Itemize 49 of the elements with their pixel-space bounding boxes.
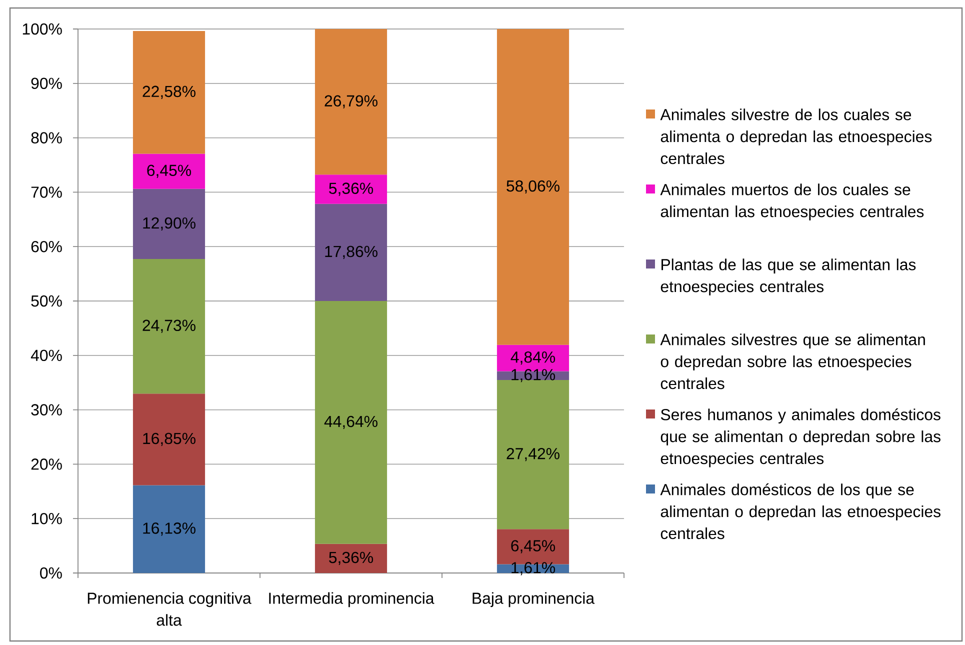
- bar: [314, 544, 388, 573]
- y-tick-label: 60%: [31, 240, 62, 252]
- data-label: 24,73%: [142, 320, 196, 333]
- data-label: 26,79%: [324, 95, 378, 108]
- bar: [314, 204, 388, 301]
- data-label: 5,36%: [329, 182, 374, 196]
- data-label: 1,61%: [512, 369, 556, 382]
- data-label: 44,64%: [324, 416, 378, 429]
- x-tick-label: Baja prominencia: [472, 592, 595, 608]
- bar: [314, 174, 388, 204]
- legend-label: Animales muertos de los cuales se alimentan las etnoespecies centrales: [660, 184, 924, 220]
- legend-label: Animales silvestre de los cuales se alimenta o depredan las etnoespecies centrales: [660, 108, 932, 164]
- y-tick-label: 40%: [30, 350, 62, 362]
- data-label: 27,42%: [506, 448, 560, 462]
- x-tick-label: Intermedia prominencia: [269, 592, 434, 608]
- data-label: 1,61%: [512, 562, 556, 576]
- bar: [132, 30, 206, 154]
- bar: [496, 29, 570, 345]
- data-label: 6,45%: [511, 540, 556, 554]
- data-label: 5,36%: [329, 552, 374, 565]
- y-tick-label: 0%: [40, 567, 62, 579]
- y-tick-label: 100%: [22, 23, 62, 35]
- bar: [314, 28, 388, 175]
- data-label: 4,84%: [510, 351, 556, 365]
- data-label: 16,13%: [143, 522, 196, 536]
- legend-label: Animales domésticos de los que se alimentan o depredan las etnoespecies centrales: [660, 483, 940, 540]
- legend-label: Animales silvestres que se alimentan o depredan sobre las etnoespecies centrales: [660, 334, 925, 390]
- y-tick-label: 80%: [31, 132, 62, 144]
- bar: [132, 154, 206, 189]
- y-tick-label: 90%: [31, 78, 62, 90]
- data-label: 17,86%: [325, 246, 378, 259]
- legend-label: Seres humanos y animales domésticos que se alimentan o depredan sobre las etnoespecies centrales: [660, 408, 940, 468]
- y-tick-label: 10%: [32, 512, 62, 524]
- y-tick-label: 20%: [31, 458, 62, 470]
- bar: [132, 394, 206, 486]
- data-label: 12,90%: [143, 217, 196, 231]
- data-label: 6,45%: [147, 164, 192, 178]
- bar: [132, 485, 206, 573]
- y-tick-label: 50%: [31, 295, 62, 307]
- legend-label: Plantas de las que se alimentan las etnoespecies centrales: [660, 258, 916, 296]
- x-tick-label: Promienencia cognitiva alta: [88, 592, 252, 626]
- y-tick-label: 70%: [31, 186, 62, 198]
- bar: [132, 259, 206, 394]
- data-label: 16,85%: [143, 432, 196, 446]
- data-label: 22,58%: [142, 86, 196, 99]
- y-tick-label: 30%: [31, 404, 62, 416]
- bar: [132, 188, 206, 260]
- data-label: 58,06%: [506, 180, 560, 194]
- bar: [314, 300, 388, 544]
